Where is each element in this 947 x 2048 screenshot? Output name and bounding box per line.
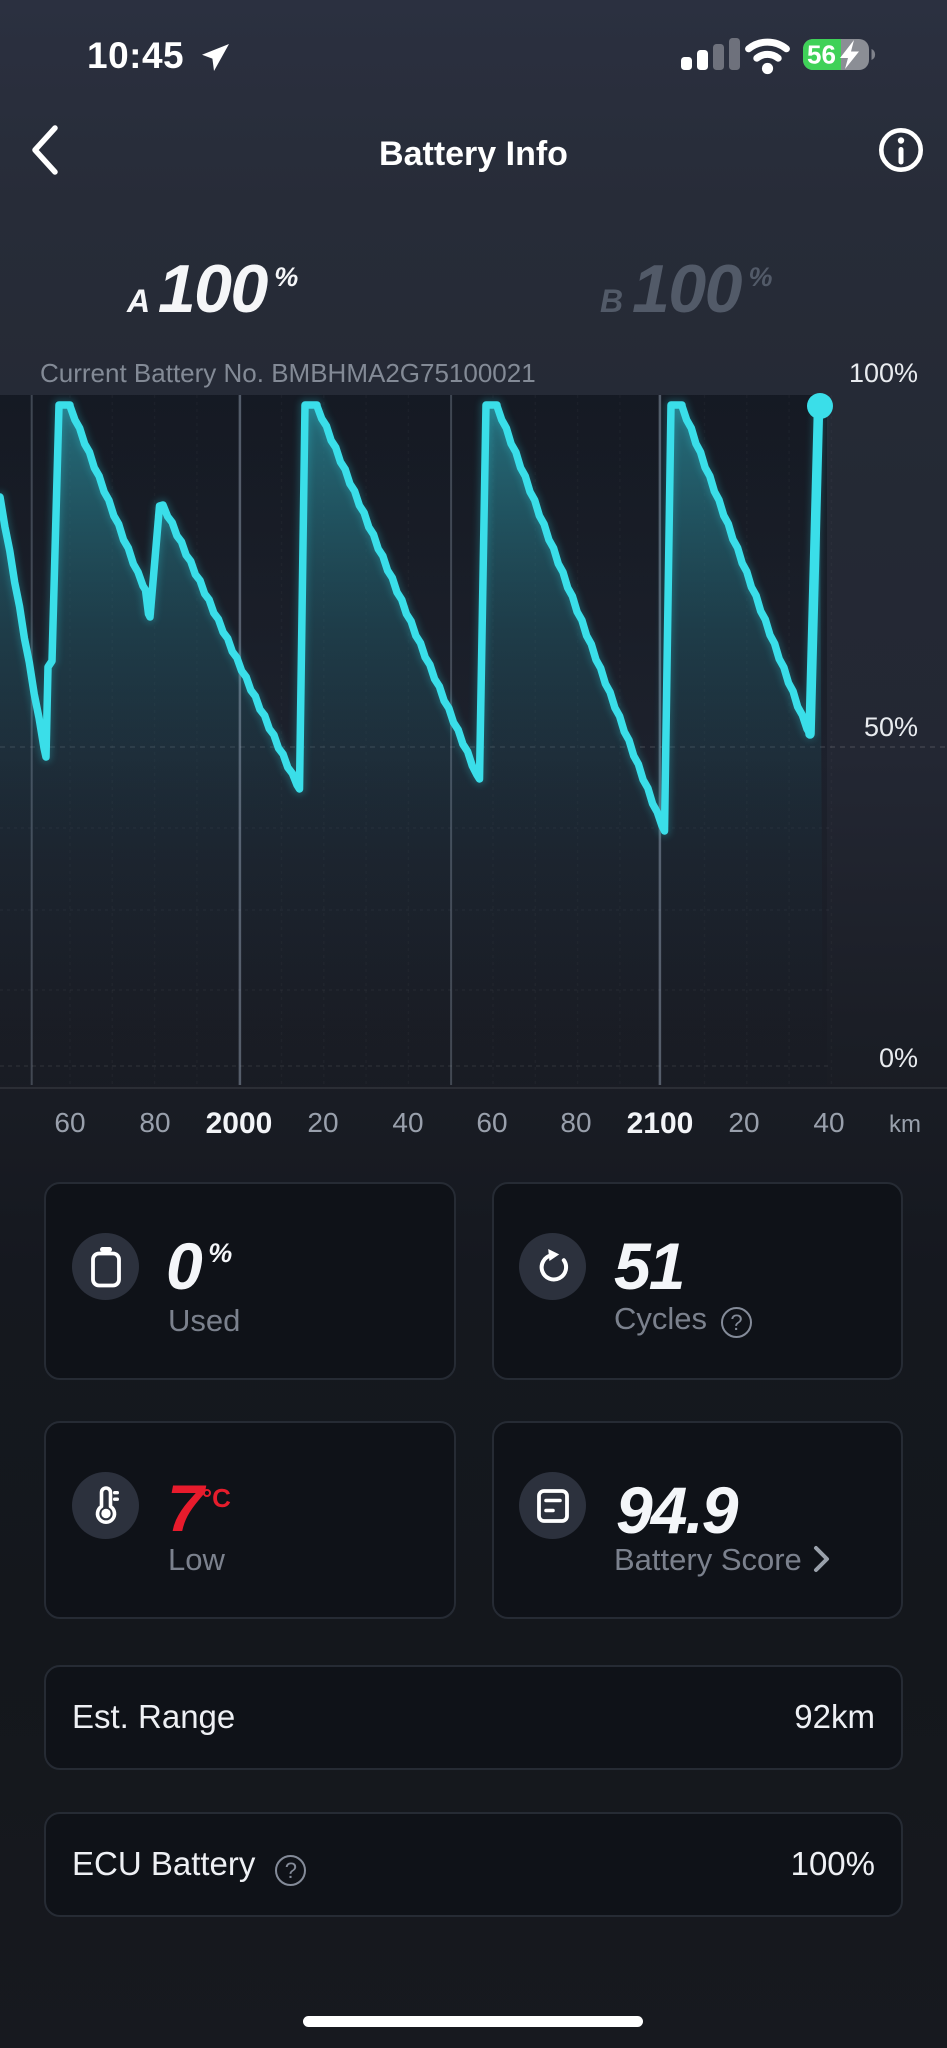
svg-text:50%: 50% (864, 712, 918, 742)
svg-text:56: 56 (807, 40, 836, 70)
svg-text:100%: 100% (849, 358, 918, 388)
